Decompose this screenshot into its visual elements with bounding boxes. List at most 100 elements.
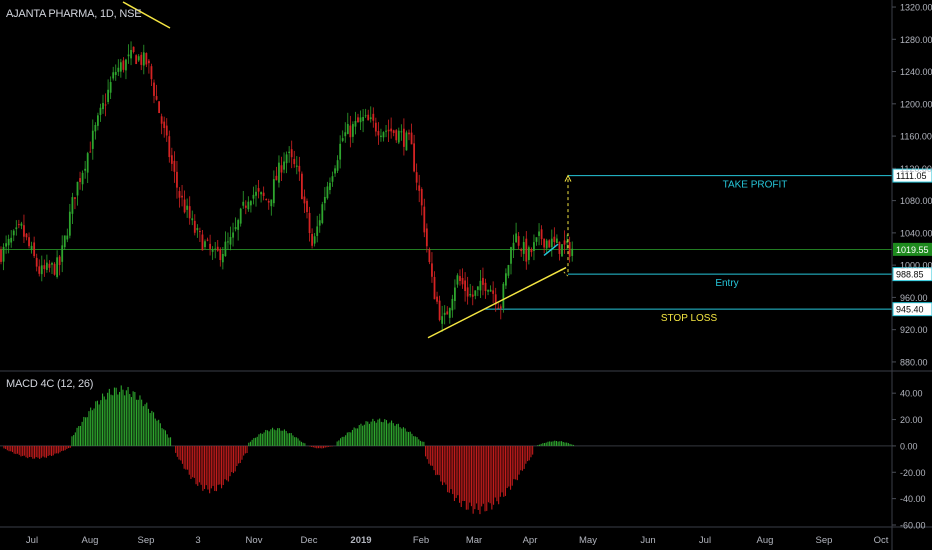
macd-bar xyxy=(8,445,10,452)
macd-bar xyxy=(98,404,100,446)
macd-bar xyxy=(489,445,491,504)
candle-body xyxy=(527,247,530,261)
candle-body xyxy=(35,257,38,267)
macd-bar xyxy=(426,445,428,460)
macd-bar xyxy=(22,445,24,456)
macd-bar xyxy=(530,445,532,458)
macd-bar xyxy=(229,445,231,477)
macd-bar xyxy=(374,421,376,446)
candle-body xyxy=(91,130,94,149)
macd-bar xyxy=(35,445,37,458)
macd-bar xyxy=(27,445,29,459)
price-tick-label: 1040.00 xyxy=(900,228,932,238)
candle-body xyxy=(262,192,265,196)
candle-body xyxy=(237,220,240,230)
macd-bar xyxy=(387,423,389,446)
macd-bar xyxy=(202,445,204,491)
macd-bar xyxy=(549,441,551,446)
macd-bar xyxy=(487,445,489,503)
macd-bar xyxy=(79,425,81,446)
macd-bar xyxy=(3,445,5,449)
macd-bar xyxy=(538,444,540,446)
candle-body xyxy=(558,241,561,254)
macd-bar xyxy=(170,437,172,446)
macd-bar xyxy=(210,445,212,489)
macd-bar xyxy=(188,445,190,475)
macd-bar xyxy=(86,417,88,446)
candle-body xyxy=(515,233,517,243)
macd-bar xyxy=(442,445,444,486)
macd-bar xyxy=(406,431,408,446)
macd-bar xyxy=(62,445,64,451)
macd-bar xyxy=(39,445,41,459)
macd-bar xyxy=(17,445,19,454)
macd-bar xyxy=(511,445,513,486)
top-trendline xyxy=(122,1,171,29)
candle-body xyxy=(538,231,540,236)
macd-bar xyxy=(460,445,462,507)
macd-bar xyxy=(197,445,199,486)
macd-bar xyxy=(44,445,46,458)
time-tick-label: Jul xyxy=(699,535,711,546)
candle-body xyxy=(461,277,464,285)
macd-bar xyxy=(413,436,415,446)
candle-body xyxy=(216,246,219,251)
candle-body xyxy=(114,71,117,75)
candle-body xyxy=(441,316,444,324)
macd-bar xyxy=(357,428,359,446)
macd-bar xyxy=(251,439,253,446)
macd-bar xyxy=(375,422,377,446)
candle-body xyxy=(497,307,500,309)
macd-bar xyxy=(379,418,381,446)
macd-bar xyxy=(476,445,478,504)
candle-body xyxy=(168,136,171,158)
macd-bar xyxy=(280,430,282,446)
macd-bar xyxy=(433,445,435,471)
macd-indicator-title[interactable]: MACD 4C (12, 26) xyxy=(6,378,94,390)
macd-bar xyxy=(166,434,168,446)
macd-bar xyxy=(238,445,240,464)
macd-bar xyxy=(336,441,338,446)
macd-bar xyxy=(76,427,78,446)
macd-bar xyxy=(209,445,211,494)
macd-bar xyxy=(545,442,547,446)
candle-body xyxy=(563,240,566,245)
macd-bar xyxy=(277,428,279,446)
macd-bar xyxy=(69,445,71,448)
candle-body xyxy=(556,238,558,244)
macd-bar xyxy=(122,389,124,446)
candle-body xyxy=(464,280,466,292)
macd-bar xyxy=(319,445,321,449)
macd-bar xyxy=(255,437,257,446)
candle-body xyxy=(433,276,436,300)
macd-bar xyxy=(365,421,367,446)
macd-bar xyxy=(448,445,450,493)
candle-body xyxy=(290,149,293,158)
level-name-label: Entry xyxy=(715,278,738,289)
candle-body xyxy=(255,191,257,196)
macd-bar xyxy=(554,440,556,446)
candle-body xyxy=(56,257,58,277)
macd-bar xyxy=(562,441,564,446)
time-tick-label: Sep xyxy=(138,535,155,546)
macd-bar xyxy=(231,445,233,473)
macd-bar xyxy=(431,445,433,466)
macd-bar xyxy=(239,445,241,464)
macd-tick-label: -40.00 xyxy=(900,494,926,504)
time-tick-label: Aug xyxy=(757,535,774,546)
macd-bar xyxy=(34,445,36,459)
candle-body xyxy=(479,280,482,291)
macd-bar xyxy=(261,433,263,446)
candle-body xyxy=(163,121,166,129)
candle-body xyxy=(295,165,298,167)
macd-bar xyxy=(503,445,505,497)
candle-body xyxy=(232,232,234,238)
candle-body xyxy=(267,200,270,203)
candle-body xyxy=(17,224,20,226)
level-price-value: 988.85 xyxy=(896,270,924,280)
candle-body xyxy=(313,236,316,244)
candle-body xyxy=(250,201,252,206)
macd-bar xyxy=(222,445,224,486)
